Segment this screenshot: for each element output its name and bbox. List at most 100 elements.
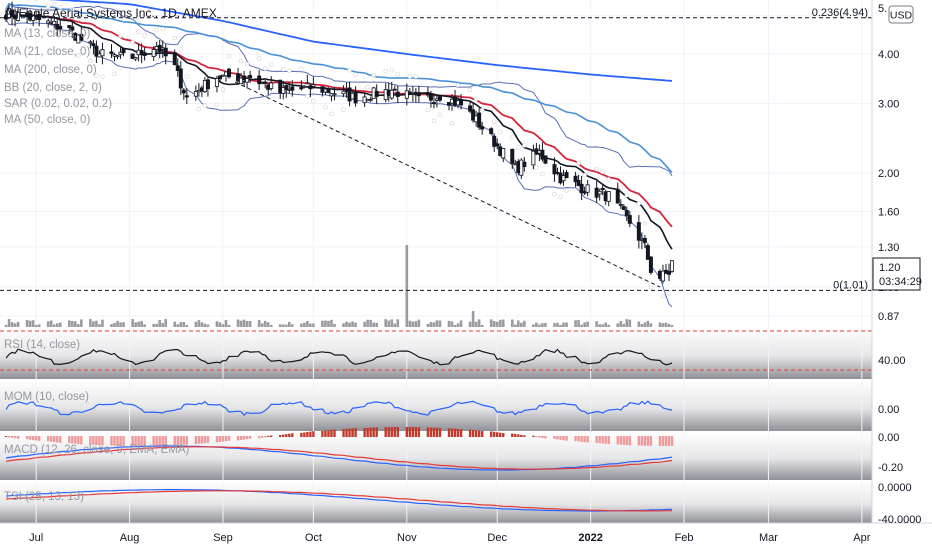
macd-histogram-bar (300, 432, 303, 437)
candle (236, 67, 241, 83)
volume-bar (122, 322, 125, 327)
macd-histogram-bar (667, 436, 671, 446)
sar-dot (431, 118, 437, 124)
macd-histogram-bar (535, 436, 538, 438)
macd-histogram-bar (616, 436, 619, 445)
volume-bar (179, 322, 183, 327)
candle-body (311, 84, 316, 87)
volume-bar (447, 320, 451, 327)
x-tick-label: Dec (487, 532, 507, 544)
candle-body (543, 155, 548, 164)
tsi-line (5, 489, 673, 512)
candlesticks[interactable] (4, 1, 675, 284)
macd-histogram-bar (556, 436, 559, 440)
macd-histogram-bar (13, 436, 17, 439)
volume-bar (143, 324, 146, 327)
candle (109, 44, 114, 58)
candle (579, 176, 584, 201)
volume-bar (562, 322, 565, 327)
macd-histogram-bar (263, 436, 267, 438)
candle (163, 44, 168, 65)
macd-histogram-bar (266, 435, 270, 437)
sar-dot (281, 67, 286, 72)
candle (263, 80, 268, 89)
sar-dot (558, 194, 563, 200)
macd-histogram-bar (414, 427, 418, 437)
candle-body (522, 161, 527, 168)
macd-histogram-bar (77, 436, 80, 445)
candle-body (495, 143, 500, 147)
candle-body (648, 256, 653, 273)
volume-bar (501, 319, 505, 327)
candle-body (368, 99, 373, 101)
sar-dot (582, 172, 587, 178)
candle-body (308, 85, 313, 90)
macd-histogram-bar (456, 429, 460, 437)
candle (670, 260, 675, 273)
macd-histogram-bar (218, 436, 222, 443)
candle (341, 85, 346, 98)
candle (477, 108, 482, 130)
volume-bar (194, 321, 198, 327)
macd-histogram-bar (25, 436, 29, 440)
volume-bar (628, 319, 632, 327)
candle (100, 42, 105, 65)
volume-bar (577, 320, 580, 327)
candle (564, 169, 569, 179)
sar-dot (178, 47, 184, 52)
macd-histogram-bar (194, 436, 198, 445)
macd-histogram-bar (158, 436, 161, 446)
indicator-overlays (5, 0, 673, 308)
volume-bar (327, 320, 330, 327)
sar-dot (262, 66, 268, 71)
volume-bar (101, 319, 104, 327)
volume-bar (182, 321, 186, 327)
sar-dot (407, 74, 413, 79)
volume-bar (643, 322, 647, 327)
volume-bar (284, 324, 288, 327)
macd-histogram-bar (327, 430, 330, 437)
sar-dot (479, 107, 485, 113)
macd-histogram-bar (640, 436, 644, 446)
sar-dot (214, 102, 220, 108)
sar-dot (594, 166, 599, 172)
candle-body (480, 126, 485, 130)
candle-body (615, 189, 620, 204)
macd-histogram-bar (245, 436, 249, 440)
candle-body (52, 20, 57, 25)
currency-badge[interactable]: USD (888, 5, 914, 24)
candle (290, 80, 295, 97)
volume-bar (553, 323, 556, 327)
macd-histogram-bar (242, 436, 246, 440)
macd-histogram-bar (37, 436, 41, 441)
candle-body (269, 82, 274, 89)
macd-histogram-bar (496, 432, 499, 437)
indicator-label-ma50: MA (50, close, 0) (4, 114, 90, 126)
candle (305, 74, 310, 85)
macd-histogram-bar (143, 436, 146, 446)
x-tick-label: Nov (397, 532, 417, 544)
volume-bar (598, 324, 601, 327)
macd-histogram-bar (59, 436, 62, 443)
candle (10, 1, 15, 26)
candle (495, 138, 500, 150)
candle (308, 83, 313, 98)
macd-histogram-bar (499, 432, 502, 437)
macd-histogram-bar (658, 436, 662, 446)
volume-bar (517, 320, 520, 327)
candle-body (109, 51, 114, 54)
sar-dot (389, 68, 394, 73)
sar-dot (491, 119, 497, 124)
time-axis[interactable]: Jul Aug Sep Oct Nov Dec 2022 Feb Mar Apr (29, 532, 871, 544)
volume-bar (532, 324, 535, 327)
candle-body (392, 88, 397, 91)
macd-histogram-bar (131, 436, 134, 446)
macd-histogram-bar (471, 429, 475, 437)
volume-bar (625, 319, 629, 327)
macd-histogram-bar (574, 436, 577, 442)
macd-histogram-bar (248, 436, 252, 439)
macd-histogram-bar (345, 428, 348, 437)
candle (471, 103, 476, 123)
volume-bar (565, 322, 568, 327)
